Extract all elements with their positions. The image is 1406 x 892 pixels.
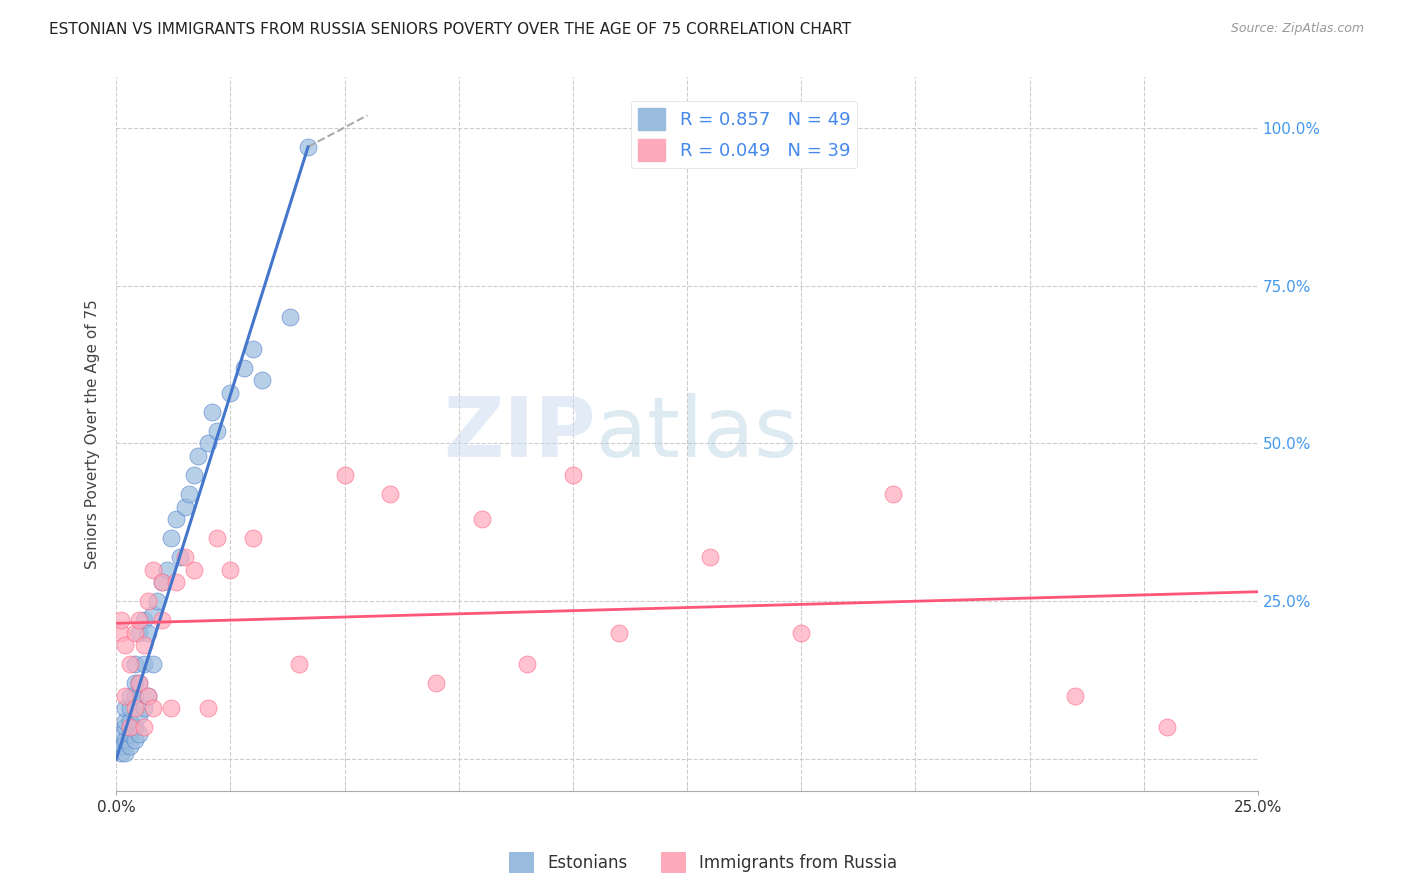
Point [150,575,173,590]
Point [107,739,129,754]
Text: Source: ZipAtlas.com: Source: ZipAtlas.com [1230,22,1364,36]
Point [699,549,721,564]
Point [169,549,191,564]
Point [132,701,155,715]
Point [114,733,136,747]
Point [160,701,183,715]
Point [146,594,169,608]
Point [136,594,159,608]
Point [142,607,165,621]
Point [197,436,219,450]
Point [183,563,205,577]
Point [124,657,146,672]
Point [136,625,159,640]
Point [471,512,494,526]
Point [128,625,150,640]
Point [142,657,165,672]
Point [110,625,132,640]
Point [205,424,228,438]
Point [380,487,402,501]
Point [132,613,155,627]
Point [252,373,274,387]
Point [1156,721,1178,735]
Point [114,746,136,760]
Point [118,727,141,741]
Point [205,531,228,545]
Text: ESTONIAN VS IMMIGRANTS FROM RUSSIA SENIORS POVERTY OVER THE AGE OF 75 CORRELATIO: ESTONIAN VS IMMIGRANTS FROM RUSSIA SENIO… [49,22,852,37]
Point [124,721,146,735]
Point [142,701,165,715]
Point [183,468,205,483]
Text: atlas: atlas [596,393,797,475]
Point [297,140,319,154]
Point [110,746,132,760]
Point [114,714,136,728]
Point [128,613,150,627]
Point [128,707,150,722]
Point [242,531,264,545]
Point [278,310,301,325]
Point [150,613,173,627]
Point [124,625,146,640]
Point [165,512,187,526]
Point [197,701,219,715]
Point [114,701,136,715]
Point [173,549,195,564]
Point [607,625,630,640]
Point [136,689,159,703]
Point [114,689,136,703]
Point [201,405,224,419]
Point [118,721,141,735]
Y-axis label: Seniors Poverty Over the Age of 75: Seniors Poverty Over the Age of 75 [86,299,100,569]
Point [516,657,538,672]
Point [219,563,242,577]
Point [118,739,141,754]
Point [219,386,242,401]
Point [112,739,135,754]
Legend: Estonians, Immigrants from Russia: Estonians, Immigrants from Russia [502,846,904,880]
Point [173,500,195,514]
Legend: R = 0.857   N = 49, R = 0.049   N = 39: R = 0.857 N = 49, R = 0.049 N = 39 [631,101,858,169]
Point [114,721,136,735]
Point [165,575,187,590]
Point [288,657,311,672]
Point [124,701,146,715]
Point [118,689,141,703]
Point [179,487,201,501]
Point [124,733,146,747]
Point [136,689,159,703]
Point [160,531,183,545]
Point [124,676,146,690]
Point [118,657,141,672]
Point [1064,689,1087,703]
Point [790,625,813,640]
Point [150,575,173,590]
Point [128,676,150,690]
Point [118,701,141,715]
Point [128,727,150,741]
Point [187,449,209,463]
Point [132,721,155,735]
Point [233,360,256,375]
Point [333,468,356,483]
Point [114,639,136,653]
Point [132,639,155,653]
Point [425,676,447,690]
Point [110,613,132,627]
Text: ZIP: ZIP [443,393,596,475]
Point [242,342,264,356]
Point [561,468,583,483]
Point [155,563,177,577]
Point [124,689,146,703]
Point [142,563,165,577]
Point [110,727,132,741]
Point [882,487,904,501]
Point [132,657,155,672]
Point [128,676,150,690]
Point [118,714,141,728]
